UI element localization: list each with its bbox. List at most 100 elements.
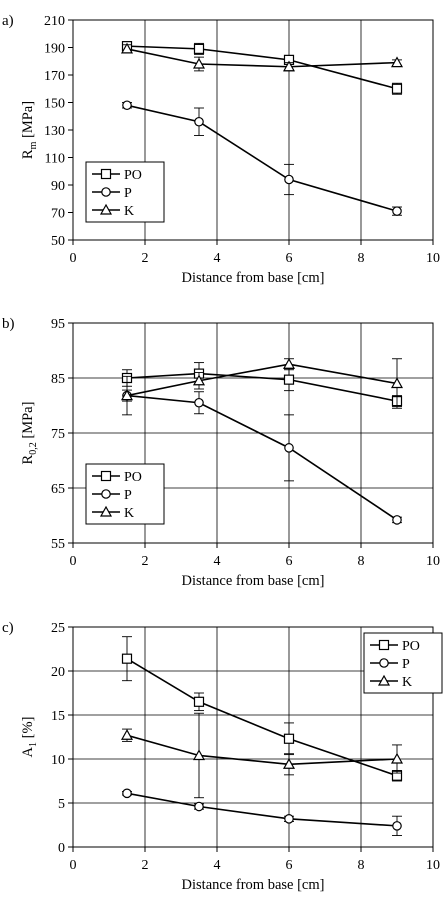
x-tick-label: 4 <box>214 554 221 569</box>
legend: PO PK <box>85 463 165 525</box>
series-line <box>126 104 398 212</box>
series-line <box>126 394 398 521</box>
panel-label: b) <box>2 316 15 332</box>
x-tick-label: 10 <box>426 858 440 873</box>
y-tick-label: 70 <box>51 207 65 222</box>
x-axis-label: Distance from base [cm] <box>182 573 325 589</box>
data-point <box>284 814 294 824</box>
x-tick-label: 6 <box>286 251 293 266</box>
y-axis-label-subscript: 1 <box>28 742 39 747</box>
y-tick-label: 190 <box>44 42 65 57</box>
legend-marker <box>378 639 390 651</box>
y-tick-label: 65 <box>51 482 65 497</box>
legend-label: P <box>124 488 132 503</box>
data-point <box>193 696 205 707</box>
legend-label: PO <box>402 639 420 654</box>
chart-panel: 0 2 4 6 8 10 0 5 10 15 20 25 c) Distance from base [c… <box>2 620 443 893</box>
x-tick-label: 10 <box>426 554 440 569</box>
data-point <box>282 358 296 369</box>
chart-panel: 0 2 4 6 8 10 55 65 75 85 95 b) Distance from base [c… <box>2 316 440 589</box>
y-axis-label: R0,2 [MPa] <box>20 402 39 465</box>
data-point <box>194 801 204 812</box>
y-axis-label: Rm [MPa] <box>20 101 39 159</box>
x-tick-label: 2 <box>142 554 149 569</box>
legend-label: P <box>402 657 410 672</box>
y-tick-label: 50 <box>51 234 65 249</box>
legend-label: P <box>124 186 132 201</box>
data-point <box>392 206 402 216</box>
x-tick-label: 8 <box>358 251 365 266</box>
y-axis-label-subscript: 0,2 <box>28 442 39 455</box>
data-point <box>392 515 402 525</box>
panel-label: a) <box>2 13 14 29</box>
series-line <box>126 48 398 68</box>
x-tick-label: 0 <box>70 554 77 569</box>
series-p <box>122 100 402 216</box>
data-point <box>194 116 204 127</box>
data-point <box>282 60 296 72</box>
series-p <box>122 788 402 837</box>
y-tick-label: 90 <box>51 179 65 194</box>
y-tick-label: 25 <box>51 621 65 636</box>
legend-label: K <box>124 204 134 219</box>
y-axis-label: A1 [%] <box>20 717 39 758</box>
series-line <box>126 792 398 827</box>
y-tick-label: 150 <box>44 97 65 112</box>
x-tick-label: 8 <box>358 858 365 873</box>
data-point <box>193 43 205 54</box>
y-axis-label-unit: [MPa] <box>20 101 36 142</box>
series-line <box>126 734 398 766</box>
panel-label: c) <box>2 620 14 636</box>
data-point <box>192 374 206 386</box>
x-tick-label: 0 <box>70 858 77 873</box>
x-axis-label: Distance from base [cm] <box>182 270 325 286</box>
data-point <box>390 377 404 389</box>
x-axis-label: Distance from base [cm] <box>182 877 325 893</box>
y-tick-label: 85 <box>51 372 65 387</box>
y-tick-label: 55 <box>51 537 65 552</box>
x-tick-label: 6 <box>286 858 293 873</box>
legend-marker <box>101 187 111 197</box>
data-point <box>390 56 404 68</box>
y-tick-label: 15 <box>51 709 65 724</box>
x-tick-label: 6 <box>286 554 293 569</box>
series-line <box>126 45 398 90</box>
y-axis-label-unit: [%] <box>20 717 36 742</box>
series-k <box>120 712 404 799</box>
x-tick-label: 8 <box>358 554 365 569</box>
legend-label: K <box>124 506 134 521</box>
legend-marker <box>101 489 111 499</box>
legend-marker <box>100 168 112 180</box>
data-point <box>122 100 132 111</box>
legend-marker <box>99 203 113 215</box>
y-tick-label: 5 <box>58 797 65 812</box>
data-point <box>192 749 206 761</box>
y-tick-label: 130 <box>44 124 65 139</box>
data-point <box>283 374 295 385</box>
data-point <box>283 733 295 744</box>
legend-marker <box>379 658 389 668</box>
series-line <box>126 363 398 397</box>
data-point <box>121 653 133 664</box>
y-tick-label: 110 <box>45 152 65 167</box>
y-tick-label: 20 <box>51 665 65 680</box>
data-point <box>282 758 296 769</box>
y-tick-label: 10 <box>51 753 65 768</box>
legend-marker <box>99 505 113 517</box>
y-tick-label: 170 <box>44 69 65 84</box>
series-line <box>126 372 398 402</box>
x-tick-label: 10 <box>426 251 440 266</box>
y-axis-label-main: R <box>20 454 36 464</box>
y-axis-label-main: R <box>20 149 36 159</box>
x-tick-label: 0 <box>70 251 77 266</box>
legend-label: PO <box>124 168 142 183</box>
y-axis-label-main: A <box>20 746 36 757</box>
series-k <box>120 42 404 72</box>
series-po <box>121 41 403 95</box>
data-point <box>391 83 403 94</box>
data-point <box>120 729 134 740</box>
data-point <box>284 174 294 185</box>
y-axis-label-unit: [MPa] <box>20 402 36 443</box>
data-point <box>392 821 402 831</box>
